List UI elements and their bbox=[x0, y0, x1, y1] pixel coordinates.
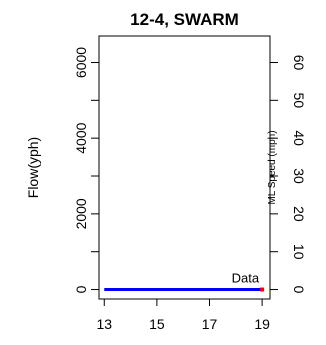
y-axis-label: Flow(yph) bbox=[25, 137, 41, 198]
y2-tick-label: 50 bbox=[291, 93, 307, 109]
x-tick-label: 19 bbox=[254, 316, 270, 332]
data-annotation: Data bbox=[232, 271, 260, 286]
y-tick-label: 6000 bbox=[73, 47, 89, 78]
x-tick-label: 17 bbox=[202, 316, 218, 332]
y2-tick-label: 60 bbox=[291, 55, 307, 71]
y2-axis-label: ML Speed (mph) bbox=[267, 130, 278, 204]
y2-tick-label: 10 bbox=[291, 244, 307, 260]
y2-tick-label: 0 bbox=[291, 286, 307, 294]
x-tick-label: 15 bbox=[149, 316, 165, 332]
y2-tick-label: 40 bbox=[291, 130, 307, 146]
y2-tick-label: 30 bbox=[291, 168, 307, 184]
chart-title: 12-4, SWARM bbox=[130, 10, 239, 29]
y-tick-label: 2000 bbox=[73, 198, 89, 229]
y2-tick-label: 20 bbox=[291, 206, 307, 222]
plot-frame bbox=[98, 35, 271, 300]
y-tick-label: 4000 bbox=[73, 122, 89, 153]
x-tick-label: 13 bbox=[96, 316, 112, 332]
data-annotation-marker bbox=[260, 287, 265, 292]
y-tick-label: 0 bbox=[73, 285, 89, 293]
